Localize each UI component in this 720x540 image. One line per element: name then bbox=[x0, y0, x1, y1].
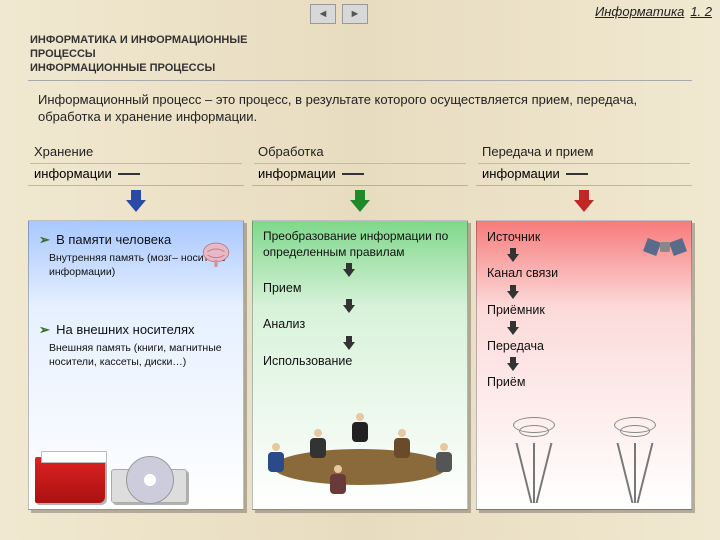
col-title: Передача и прием bbox=[476, 140, 692, 163]
radio-towers-illustration bbox=[483, 403, 685, 503]
col-subtitle: информации bbox=[252, 164, 468, 186]
small-down-arrow-icon bbox=[343, 263, 355, 277]
small-down-arrow-icon bbox=[343, 299, 355, 313]
small-down-arrow-icon bbox=[343, 336, 355, 350]
step-label: Приёмник bbox=[487, 302, 683, 318]
columns: Хранение информации ➢ В памяти человека … bbox=[28, 140, 692, 510]
divider bbox=[28, 80, 692, 81]
col-subtitle: информации bbox=[476, 164, 692, 186]
down-arrow-icon bbox=[574, 190, 594, 212]
storage-media-illustration bbox=[35, 433, 237, 503]
definition-text: Информационный процесс – это процесс, в … bbox=[38, 92, 688, 126]
bullet-icon: ➢ bbox=[39, 322, 50, 337]
panel-transmission: Источник Канал связи Приёмник Передача П… bbox=[476, 220, 692, 510]
meeting-illustration bbox=[259, 407, 461, 503]
small-down-arrow-icon bbox=[507, 285, 519, 299]
step-label: Анализ bbox=[263, 316, 459, 332]
top-right-label: Информатика 1. 2 bbox=[595, 4, 712, 19]
lead-text: Преобразование информации по определенны… bbox=[263, 229, 459, 260]
satellite-icon bbox=[645, 237, 685, 257]
down-arrow-icon bbox=[350, 190, 370, 212]
list-subtext: Внешняя память (книги, магнитные носител… bbox=[49, 342, 235, 369]
panel-processing: Преобразование информации по определенны… bbox=[252, 220, 468, 510]
subject-label: Информатика bbox=[595, 4, 684, 19]
small-down-arrow-icon bbox=[507, 321, 519, 335]
page-number: 1. 2 bbox=[690, 4, 712, 19]
disc-drive-icon bbox=[111, 469, 187, 503]
brain-icon bbox=[199, 241, 233, 269]
column-storage: Хранение информации ➢ В памяти человека … bbox=[28, 140, 244, 510]
book-icon bbox=[35, 457, 105, 503]
step-label: Использование bbox=[263, 353, 459, 369]
nav-buttons: ◄ ► bbox=[310, 4, 368, 24]
slide-title: ИНФОРМАТИКА И ИНФОРМАЦИОННЫЕ ПРОЦЕССЫ ИН… bbox=[30, 34, 247, 75]
step-label: Прием bbox=[263, 280, 459, 296]
col-title: Хранение bbox=[28, 140, 244, 163]
col-title: Обработка bbox=[252, 140, 468, 163]
panel-storage: ➢ В памяти человека Внутренняя память (м… bbox=[28, 220, 244, 510]
step-label: Приём bbox=[487, 374, 683, 390]
down-arrow-icon bbox=[126, 190, 146, 212]
small-down-arrow-icon bbox=[507, 248, 519, 262]
small-down-arrow-icon bbox=[507, 357, 519, 371]
column-transmission: Передача и прием информации Источник Кан… bbox=[476, 140, 692, 510]
col-subtitle: информации bbox=[28, 164, 244, 186]
nav-prev-button[interactable]: ◄ bbox=[310, 4, 336, 24]
step-label: Передача bbox=[487, 338, 683, 354]
nav-next-button[interactable]: ► bbox=[342, 4, 368, 24]
list-item: ➢ На внешних носителях bbox=[39, 322, 235, 339]
step-label: Канал связи bbox=[487, 265, 683, 281]
bullet-icon: ➢ bbox=[39, 232, 50, 247]
column-processing: Обработка информации Преобразование инфо… bbox=[252, 140, 468, 510]
